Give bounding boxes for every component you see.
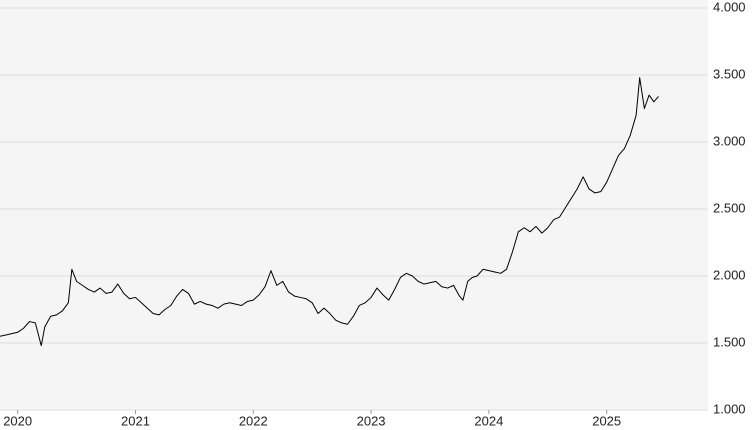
x-tick-label: 2024 (474, 413, 503, 428)
plot-background (0, 0, 708, 410)
y-tick-label: 3.500 (713, 66, 746, 81)
x-tick-label: 2025 (592, 413, 621, 428)
y-tick-label: 4.000 (713, 0, 746, 14)
x-tick-label: 2023 (357, 413, 386, 428)
y-tick-label: 1.500 (713, 334, 746, 349)
y-tick-label: 2.000 (713, 267, 746, 282)
x-tick-label: 2020 (3, 413, 32, 428)
y-tick-label: 3.000 (713, 133, 746, 148)
x-tick-label: 2021 (121, 413, 150, 428)
y-tick-label: 2.500 (713, 200, 746, 215)
y-tick-label: 1.000 (713, 401, 746, 416)
x-tick-label: 2022 (239, 413, 268, 428)
price-line (0, 77, 659, 347)
